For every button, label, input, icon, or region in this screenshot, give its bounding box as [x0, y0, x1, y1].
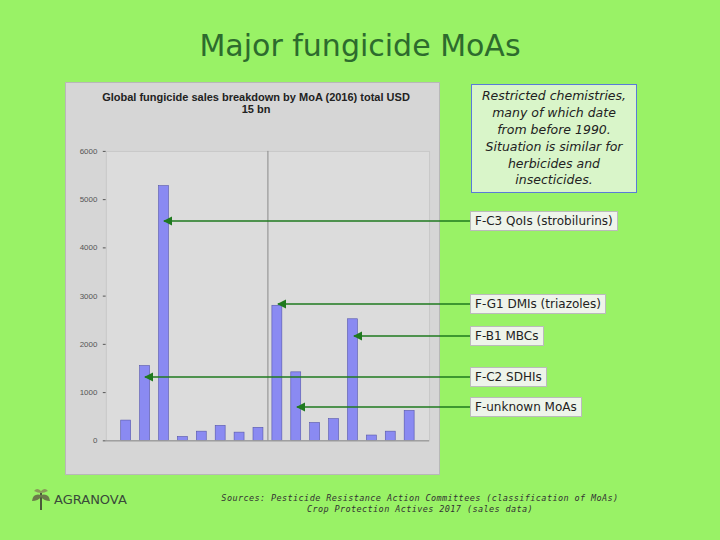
svg-text:3000: 3000: [80, 292, 98, 301]
svg-text:2000: 2000: [80, 340, 98, 349]
html-text:Global fungicide sales breakdo: Global fungicide sales breakdown by MoA …: [102, 91, 410, 115]
html-text:Restricted chemistries, many o: Restricted chemistries, many of which da…: [481, 88, 627, 188]
html-text:F-C2 SDHIs: F-C2 SDHIs: [475, 370, 542, 384]
html-text:F-B1 MBCs: F-B1 MBCs: [475, 329, 539, 343]
html-text:Crop Protection Actives 2017 (: Crop Protection Actives 2017 (sales data…: [306, 504, 534, 515]
html-text:F-unknown MoAs: F-unknown MoAs: [475, 400, 577, 414]
svg-text:0: 0: [93, 436, 98, 445]
svg-text:6000: 6000: [80, 147, 98, 156]
svg-text:1000: 1000: [80, 388, 98, 397]
svg-text:5000: 5000: [80, 195, 98, 204]
html-text:Major fungicide MoAs: Major fungicide MoAs: [199, 28, 521, 63]
html-text:AGRANOVA: AGRANOVA: [54, 491, 127, 507]
html-text:Sources: Pesticide Resistance: Sources: Pesticide Resistance Action Com…: [221, 493, 619, 503]
html-text:F-C3 QoIs (strobilurins): F-C3 QoIs (strobilurins): [475, 214, 613, 228]
svg-text:4000: 4000: [80, 243, 98, 252]
html-text:F-G1 DMIs (triazoles): F-G1 DMIs (triazoles): [475, 297, 601, 311]
